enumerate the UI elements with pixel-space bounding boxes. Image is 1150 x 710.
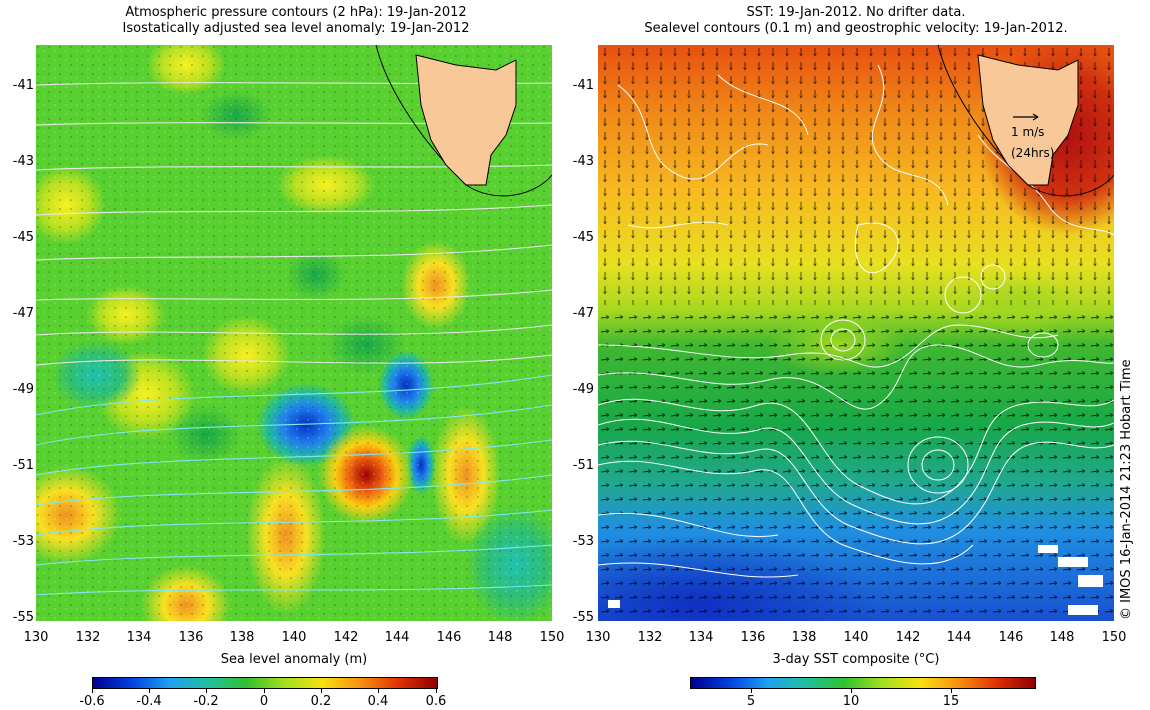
- left-colorbar-label: Sea level anomaly (m): [220, 652, 368, 667]
- colorbar-tick: 0: [259, 694, 269, 709]
- scale-arrow-sublabel: (24hrs): [1011, 146, 1055, 160]
- lat-tick: -41: [12, 78, 34, 93]
- lon-tick: 150: [539, 630, 565, 645]
- lon-tick: 150: [1101, 630, 1127, 645]
- lat-tick: -55: [572, 610, 594, 625]
- lat-tick: -45: [12, 230, 34, 245]
- colorbar-tick: -0.2: [193, 694, 219, 709]
- lon-tick: 142: [895, 630, 921, 645]
- left-title-line1: Atmospheric pressure contours (2 hPa): 1…: [125, 5, 467, 20]
- lat-tick: -43: [12, 154, 34, 169]
- lat-tick: -51: [572, 458, 594, 473]
- colorbar-tick: 10: [842, 694, 860, 709]
- lat-tick: -41: [572, 78, 594, 93]
- colorbar-tick: -0.6: [79, 694, 105, 709]
- lon-tick: 130: [585, 630, 611, 645]
- lat-tick: -47: [12, 306, 34, 321]
- lat-tick: -47: [572, 306, 594, 321]
- lat-tick: -45: [572, 230, 594, 245]
- scale-arrow-label: 1 m/s: [1011, 125, 1045, 139]
- velocity-scale-arrow: [1013, 113, 1039, 121]
- lon-tick: 134: [126, 630, 152, 645]
- lon-tick: 136: [740, 630, 766, 645]
- lon-tick: 144: [384, 630, 410, 645]
- colorbar-tick: 0.6: [425, 694, 447, 709]
- lat-tick: -53: [572, 534, 594, 549]
- lat-tick: -49: [12, 382, 34, 397]
- lon-tick: 144: [946, 630, 972, 645]
- right-title-line2: Sealevel contours (0.1 m) and geostrophi…: [644, 21, 1068, 36]
- colorbar-tick: 15: [942, 694, 960, 709]
- anomaly-colorbar: [92, 677, 438, 689]
- left-title-line2: Isostatically adjusted sea level anomaly…: [122, 21, 470, 36]
- colorbar-tick: 0.4: [367, 694, 389, 709]
- lon-tick: 138: [229, 630, 255, 645]
- lon-tick: 140: [843, 630, 869, 645]
- lat-tick: -53: [12, 534, 34, 549]
- lat-tick: -49: [572, 382, 594, 397]
- lon-tick: 134: [688, 630, 714, 645]
- colorbar-tick: 0.2: [310, 694, 332, 709]
- lat-tick: -55: [12, 610, 34, 625]
- lat-tick: -43: [572, 154, 594, 169]
- sea-level-anomaly-map: [36, 45, 552, 621]
- lat-tick: -51: [12, 458, 34, 473]
- lon-tick: 146: [998, 630, 1024, 645]
- right-colorbar-label: 3-day SST composite (°C): [772, 652, 940, 667]
- right-title: SST: 19-Jan-2012. No drifter data. Seale…: [598, 5, 1114, 37]
- left-title: Atmospheric pressure contours (2 hPa): 1…: [36, 5, 556, 37]
- lon-tick: 136: [178, 630, 204, 645]
- lon-tick: 130: [23, 630, 49, 645]
- lon-tick: 146: [436, 630, 462, 645]
- lon-tick: 148: [1049, 630, 1075, 645]
- lon-tick: 140: [281, 630, 307, 645]
- lon-tick: 132: [75, 630, 101, 645]
- sst-colorbar: [690, 677, 1036, 689]
- lon-tick: 148: [487, 630, 513, 645]
- lon-tick: 142: [333, 630, 359, 645]
- lon-tick: 132: [637, 630, 663, 645]
- lon-tick: 138: [791, 630, 817, 645]
- sst-map: 1 m/s (24hrs): [598, 45, 1114, 621]
- right-title-line1: SST: 19-Jan-2012. No drifter data.: [746, 5, 966, 20]
- imos-credit: © IMOS 16-Jan-2014 21:23 Hobart Time: [1119, 359, 1134, 620]
- colorbar-tick: -0.4: [136, 694, 162, 709]
- colorbar-tick: 5: [746, 694, 756, 709]
